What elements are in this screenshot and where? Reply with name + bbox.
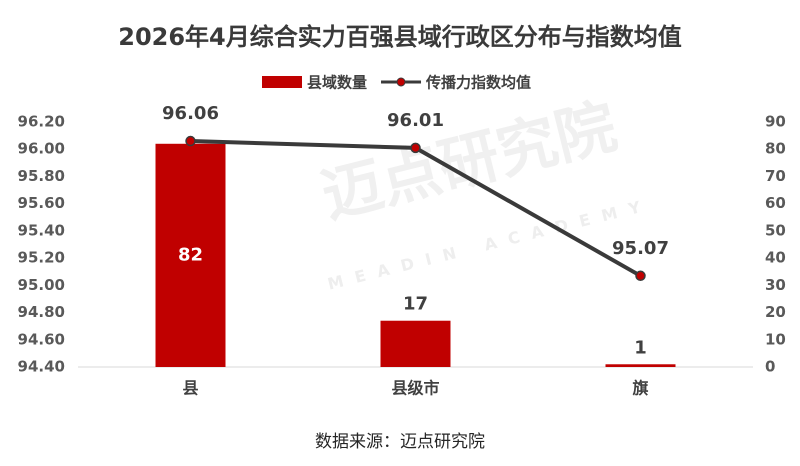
bar-value-label: 82 (178, 244, 203, 265)
line-marker (410, 142, 421, 154)
y2-tick-label: 0 (765, 358, 775, 376)
line-marker (185, 135, 196, 147)
line-marker (635, 270, 646, 282)
y-tick-label: 95.80 (18, 167, 65, 185)
y2-tick-label: 30 (765, 276, 786, 294)
y-tick-label: 96.20 (18, 113, 65, 131)
watermark: 迈点研究院 (315, 91, 623, 231)
y2-tick-label: 60 (765, 194, 786, 212)
y2-tick-label: 20 (765, 303, 786, 321)
y-tick-label: 95.20 (18, 249, 65, 267)
line-value-label: 96.06 (162, 103, 219, 124)
y-tick-label: 95.00 (18, 276, 65, 294)
bar (380, 320, 451, 367)
y2-tick-label: 70 (765, 167, 786, 185)
legend-label: 传播力指数均值 (425, 74, 531, 92)
y2-tick-label: 50 (765, 221, 786, 239)
y-tick-label: 94.80 (18, 303, 65, 321)
x-tick-label: 旗 (632, 379, 648, 398)
bar-value-label: 1 (634, 337, 647, 358)
y-tick-label: 96.00 (18, 140, 65, 158)
bar-value-label: 17 (403, 294, 428, 315)
source-note: 数据来源：迈点研究院 (315, 432, 485, 452)
y-tick-label: 95.60 (18, 194, 65, 212)
chart-title: 2026年4月综合实力百强县域行政区分布与指数均值 (118, 23, 682, 51)
y2-tick-label: 40 (765, 249, 786, 267)
y-tick-label: 95.40 (18, 221, 65, 239)
y2-tick-label: 90 (765, 113, 786, 131)
legend-swatch (396, 77, 406, 87)
bar (605, 364, 676, 367)
y-tick-label: 94.40 (18, 358, 65, 376)
legend-label: 县域数量 (307, 74, 367, 92)
y2-tick-label: 80 (765, 140, 786, 158)
x-tick-label: 县级市 (391, 379, 439, 398)
legend-swatch (262, 76, 302, 88)
x-tick-label: 县 (182, 379, 198, 398)
line-value-label: 96.01 (387, 110, 444, 131)
line-value-label: 95.07 (612, 238, 669, 259)
y2-tick-label: 10 (765, 330, 786, 348)
bar (155, 143, 226, 367)
y-tick-label: 94.60 (18, 330, 65, 348)
